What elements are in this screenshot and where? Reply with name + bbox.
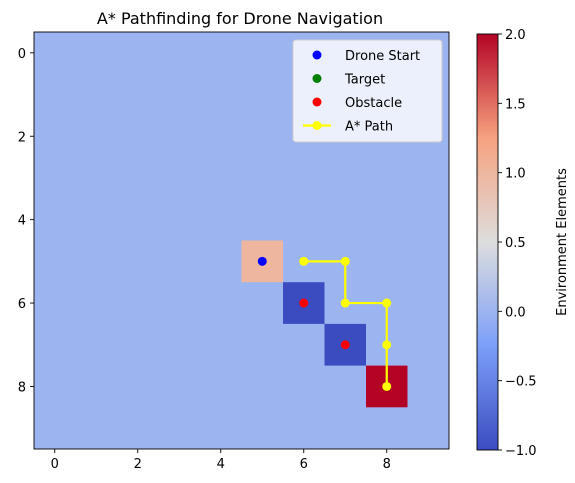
axes: 0 2 4 6 8 0 2 4 6 8	[18, 31, 450, 472]
x-tick-label: 0	[51, 457, 59, 472]
colorbar-tick-label: 0.0	[505, 305, 526, 320]
colorbar-label: Environment Elements	[555, 168, 570, 316]
path-point	[382, 381, 392, 391]
x-tick-label: 6	[300, 457, 308, 472]
path-point	[382, 298, 392, 308]
path-point	[382, 340, 392, 350]
colorbar-tick-label: 2.0	[505, 28, 526, 43]
legend-marker	[312, 97, 322, 107]
x-tick-label: 8	[383, 457, 391, 472]
y-tick-label: 0	[18, 47, 26, 62]
colorbar-tick-label: 1.5	[505, 97, 526, 112]
legend-label: Drone Start	[345, 49, 420, 64]
colorbar-tick-label: −1.0	[505, 444, 537, 459]
x-tick-label: 4	[217, 457, 225, 472]
chart-title: A* Pathfinding for Drone Navigation	[97, 9, 383, 28]
colorbar-tick-label: 1.0	[505, 167, 526, 182]
colorbar-gradient	[476, 33, 499, 451]
path-point	[340, 298, 350, 308]
path-line	[303, 260, 388, 387]
legend-label: Obstacle	[345, 96, 402, 111]
legend-marker	[312, 74, 322, 83]
legend: Drone Start Target Obstacle A* Path	[292, 39, 443, 143]
obstacle-point	[299, 298, 309, 308]
plot-frame	[33, 31, 450, 450]
obstacle-point	[340, 340, 350, 350]
colorbar-tick-label: 0.5	[505, 236, 526, 251]
colorbar: −1.0 −0.5 0.0 0.5 1.0 1.5 2.0 Environment Eleme…	[476, 28, 570, 459]
y-tick-label: 8	[18, 380, 26, 395]
legend-marker	[312, 50, 322, 60]
y-tick-label: 4	[18, 214, 26, 229]
colorbar-tick-label: −0.5	[505, 375, 537, 390]
path-point	[340, 256, 350, 266]
legend-label: Target	[344, 73, 385, 88]
drone-start-point	[257, 256, 267, 266]
legend-label: A* Path	[345, 120, 393, 135]
y-tick-label: 2	[18, 130, 26, 145]
path-point	[299, 256, 309, 266]
y-tick-label: 6	[18, 297, 26, 312]
x-tick-label: 2	[134, 457, 142, 472]
legend-marker	[312, 121, 322, 130]
legend-box	[292, 39, 443, 143]
